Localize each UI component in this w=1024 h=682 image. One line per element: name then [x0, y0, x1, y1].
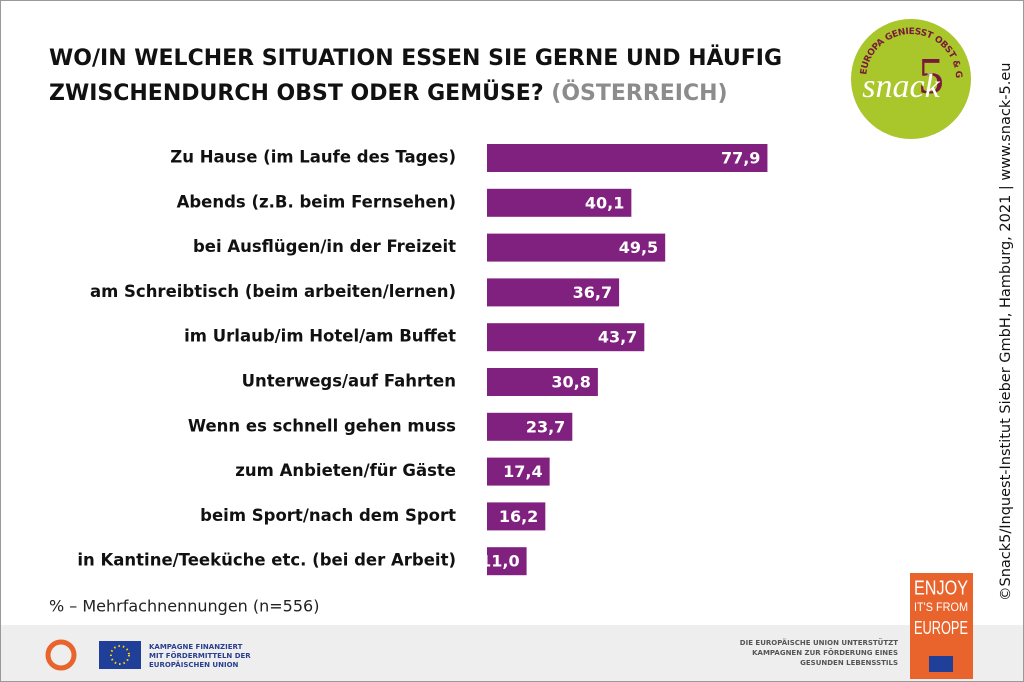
footer-right-line: DIE EUROPÄISCHE UNION UNTERSTÜTZT	[740, 638, 898, 647]
value-label: 30,8	[551, 373, 590, 392]
logo-word: snack	[862, 68, 940, 105]
small-logo	[45, 639, 77, 671]
bar	[487, 233, 666, 262]
eu-stars	[110, 645, 130, 665]
value-label: 43,7	[598, 328, 637, 347]
category-label: Abends (z.B. beim Fernsehen)	[177, 192, 456, 211]
logo-ring-text: EUROPA GENIESST OBST & GEMÜSE	[1, 1, 964, 79]
category-label: bei Ausflügen/in der Freizeit	[193, 237, 456, 256]
bar	[487, 323, 645, 352]
side-text: ©Snack5/Inquest-Institut Sieber GmbH, Ha…	[998, 63, 1014, 601]
footer-right-line: GESUNDEN LEBENSSTILS	[800, 659, 898, 667]
chart-title: WO/IN WELCHER SITUATION ESSEN SIE GERNE …	[49, 41, 782, 111]
title-line: WO/IN WELCHER SITUATION ESSEN SIE GERNE …	[49, 46, 783, 71]
badge-line: IT'S FROM	[914, 600, 968, 614]
value-label: 49,5	[619, 238, 658, 257]
badge-line: ENJOY	[914, 577, 968, 599]
logo-number: 5	[918, 48, 944, 105]
value-label: 77,9	[721, 149, 760, 168]
value-label: 16,2	[499, 507, 538, 526]
badge-flag	[929, 656, 953, 672]
category-label: Zu Hause (im Laufe des Tages)	[170, 148, 456, 167]
footer-band	[1, 625, 1023, 681]
value-label: 17,4	[503, 462, 542, 481]
logo-circle	[851, 19, 971, 139]
value-label: 36,7	[573, 283, 612, 302]
title-line: ZWISCHENDURCH OBST ODER GEMÜSE?	[49, 81, 544, 106]
value-label: 23,7	[526, 417, 565, 436]
title-line-wrap: ZWISCHENDURCH OBST ODER GEMÜSE? (ÖSTERRE…	[49, 76, 782, 111]
bar	[487, 368, 598, 396]
bar	[487, 144, 768, 172]
category-label: Unterwegs/auf Fahrten	[242, 372, 456, 391]
bar	[487, 547, 527, 576]
footer-right: DIE EUROPÄISCHE UNION UNTERSTÜTZTKAMPAGN…	[740, 638, 898, 667]
bar	[487, 412, 573, 441]
footer-left-line: KAMPAGNE FINANZIERT	[149, 643, 243, 651]
footer-left-line: MIT FÖRDERMITTELN DER	[149, 651, 251, 660]
category-label: beim Sport/nach dem Sport	[200, 506, 456, 525]
category-label: Wenn es schnell gehen muss	[188, 416, 456, 435]
note: % – Mehrfachnennungen (n=556)	[49, 597, 319, 616]
category-label: in Kantine/Teeküche etc. (bei der Arbeit…	[77, 551, 456, 570]
bar	[487, 278, 620, 307]
bar	[487, 457, 550, 486]
category-label: am Schreibtisch (beim arbeiten/lernen)	[90, 282, 456, 301]
category-label: im Urlaub/im Hotel/am Buffet	[184, 327, 456, 346]
bar	[487, 188, 632, 217]
bar	[487, 502, 546, 531]
footer-left-line: EUROPÄISCHEN UNION	[149, 660, 239, 669]
value-label: 40,1	[585, 193, 624, 212]
logo-ring: EUROPA GENIESST OBST & GEMÜSE	[1, 1, 964, 79]
subtitle: (ÖSTERREICH)	[551, 81, 728, 106]
badge-line: EUROPE	[914, 618, 968, 638]
value-label: 11,0	[480, 552, 519, 571]
category-label: zum Anbieten/für Gäste	[235, 461, 456, 480]
footer-right-line: KAMPAGNEN ZUR FÖRDERUNG EINES	[752, 648, 898, 657]
